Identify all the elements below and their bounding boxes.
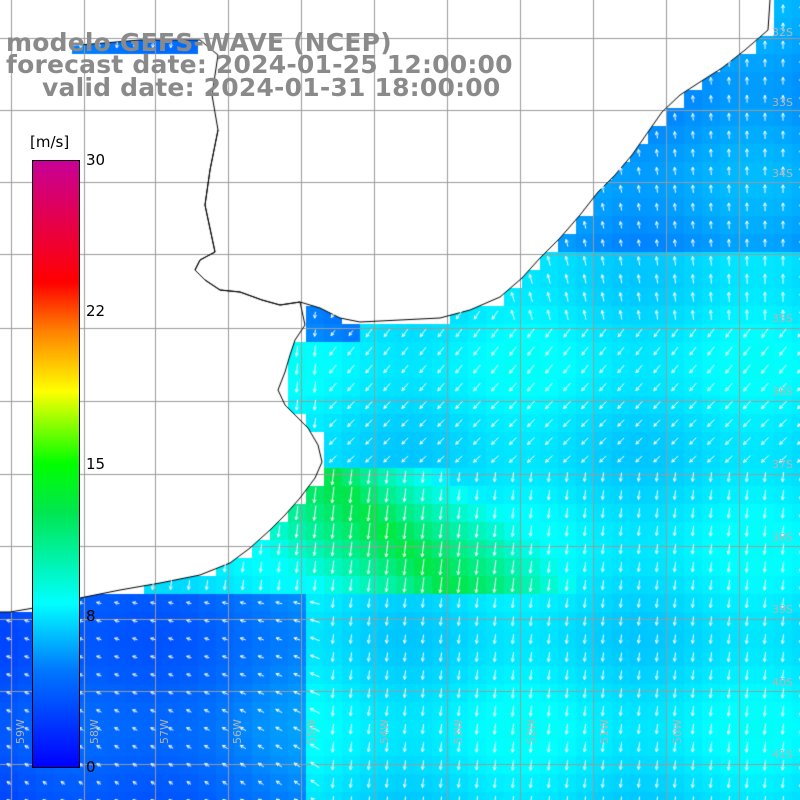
lon-label-54w: 54W xyxy=(378,719,391,744)
lon-label-56w: 56W xyxy=(231,719,244,744)
valid-date-label: valid date: 2024-01-31 18:00:00 xyxy=(42,73,501,102)
lon-label-57w: 57W xyxy=(158,719,171,744)
colorbar-tick-15: 15 xyxy=(86,455,106,473)
lon-label-53w: 53W xyxy=(452,719,465,744)
lon-label-50w: 50W xyxy=(671,719,684,744)
lat-label-33s: 33S xyxy=(772,96,793,109)
lon-label-55w: 55W xyxy=(305,719,318,744)
lon-label-51w: 51W xyxy=(598,719,611,744)
lat-label-41s: 41S xyxy=(772,748,793,761)
map-title: modelo GEFS-WAVE (NCEP) xyxy=(6,28,392,57)
lat-label-39s: 39S xyxy=(772,603,793,616)
lon-label-52w: 52W xyxy=(525,719,538,744)
colorbar-tick-0: 0 xyxy=(86,758,96,776)
lon-label-59w: 59W xyxy=(14,719,27,744)
lat-label-37s: 37S xyxy=(772,458,793,471)
lat-label-40s: 40S xyxy=(772,676,793,689)
forecast-date-label: forecast date: 2024-01-25 12:00:00 xyxy=(6,50,513,79)
lat-label-36s: 36S xyxy=(772,385,793,398)
wind-speed-colorbar xyxy=(32,160,80,768)
colorbar-tick-30: 30 xyxy=(86,151,106,169)
lon-label-58w: 58W xyxy=(88,719,101,744)
colorbar-unit-label: [m/s] xyxy=(30,133,70,151)
colorbar-tick-8: 8 xyxy=(86,607,96,625)
lat-label-32s: 32S xyxy=(772,26,793,39)
lat-label-38s: 38S xyxy=(772,531,793,544)
lat-label-34s: 34S xyxy=(772,167,793,180)
colorbar-tick-22: 22 xyxy=(86,302,106,320)
lat-label-35s: 35S xyxy=(772,312,793,325)
